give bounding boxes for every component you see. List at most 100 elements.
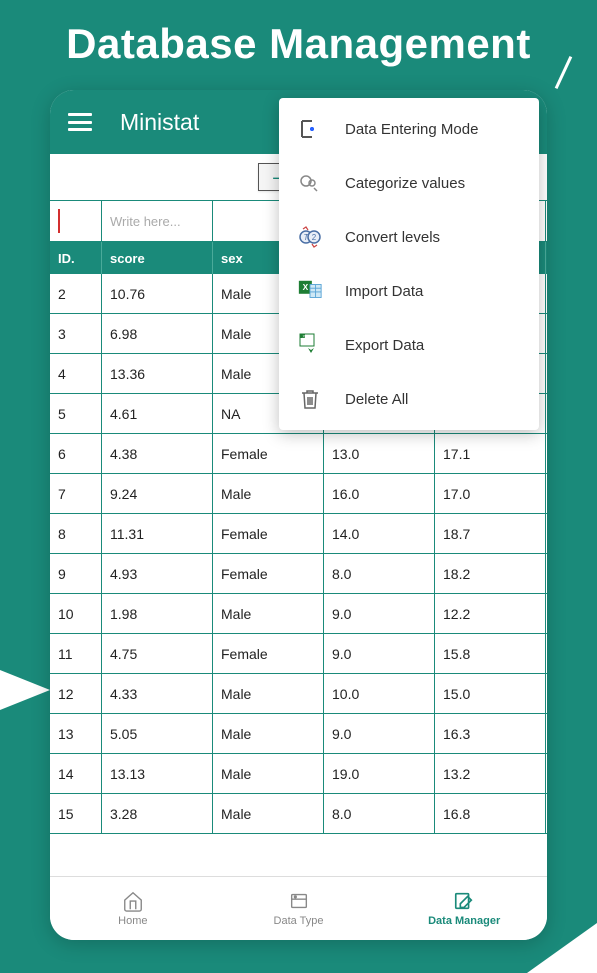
cell-c4: 18.7	[435, 514, 546, 553]
data-type-icon	[288, 890, 310, 912]
cell-c3: 9.0	[324, 714, 435, 753]
cell-sex: Male	[213, 714, 324, 753]
menu-export[interactable]: XL Export Data	[279, 318, 539, 372]
table-row[interactable]: 64.38Female13.017.1	[50, 434, 547, 474]
menu-categorize[interactable]: Categorize values	[279, 156, 539, 210]
cell-c4: 13.2	[435, 754, 546, 793]
cell-sex: Male	[213, 474, 324, 513]
categorize-icon	[297, 170, 323, 196]
header-id: ID.	[50, 242, 102, 274]
cell-sex: Female	[213, 634, 324, 673]
cell-sex: Female	[213, 554, 324, 593]
cell-score: 13.36	[102, 354, 213, 393]
menu-import[interactable]: X Import Data	[279, 264, 539, 318]
cell-id: 8	[50, 514, 102, 553]
table-row[interactable]: 811.31Female14.018.7	[50, 514, 547, 554]
table-row[interactable]: 1413.13Male19.013.2	[50, 754, 547, 794]
table-row[interactable]: 94.93Female8.018.2	[50, 554, 547, 594]
cell-score: 1.98	[102, 594, 213, 633]
cell-c3: 9.0	[324, 594, 435, 633]
cell-id: 12	[50, 674, 102, 713]
app-title: Ministat	[120, 109, 199, 136]
table-row[interactable]: 124.33Male10.015.0	[50, 674, 547, 714]
table-row[interactable]: 101.98Male9.012.2	[50, 594, 547, 634]
cell-c3: 13.0	[324, 434, 435, 473]
data-manager-icon	[453, 890, 475, 912]
cell-score: 4.61	[102, 394, 213, 433]
cell-score: 3.28	[102, 794, 213, 833]
cell-c4: 15.8	[435, 634, 546, 673]
cell-c4: 16.3	[435, 714, 546, 753]
cell-score: 13.13	[102, 754, 213, 793]
text-cursor	[58, 209, 60, 233]
bottom-nav: Home Data Type Data Manager	[50, 876, 547, 940]
cell-sex: Male	[213, 674, 324, 713]
cell-sex: Male	[213, 794, 324, 833]
trash-icon	[297, 386, 323, 412]
export-icon: XL	[297, 332, 323, 358]
cell-c4: 18.2	[435, 554, 546, 593]
cell-id: 13	[50, 714, 102, 753]
cell-id: 14	[50, 754, 102, 793]
svg-text:XL: XL	[303, 334, 309, 339]
home-icon	[122, 890, 144, 912]
cell-id: 4	[50, 354, 102, 393]
cell-c3: 9.0	[324, 634, 435, 673]
table-row[interactable]: 79.24Male16.017.0	[50, 474, 547, 514]
cell-c3: 10.0	[324, 674, 435, 713]
cell-sex: Female	[213, 514, 324, 553]
cell-c3: 8.0	[324, 554, 435, 593]
table-row[interactable]: 135.05Male9.016.3	[50, 714, 547, 754]
cell-score: 11.31	[102, 514, 213, 553]
cell-score: 4.38	[102, 434, 213, 473]
cell-score: 4.33	[102, 674, 213, 713]
cell-score: 4.75	[102, 634, 213, 673]
nav-data-type[interactable]: Data Type	[216, 877, 382, 940]
table-row[interactable]: 153.28Male8.016.8	[50, 794, 547, 834]
nav-data-manager[interactable]: Data Manager	[381, 877, 547, 940]
cell-score: 4.93	[102, 554, 213, 593]
convert-icon: T 2	[297, 224, 323, 250]
cell-c4: 15.0	[435, 674, 546, 713]
cell-c3: 16.0	[324, 474, 435, 513]
cell-score: 9.24	[102, 474, 213, 513]
svg-text:X: X	[303, 282, 309, 292]
nav-home[interactable]: Home	[50, 877, 216, 940]
cell-sex: Female	[213, 434, 324, 473]
cell-c4: 17.0	[435, 474, 546, 513]
input-score[interactable]: Write here...	[102, 201, 213, 241]
promo-title: Database Management	[0, 0, 597, 83]
input-id[interactable]	[50, 201, 102, 241]
dropdown-menu: Data Entering Mode Categorize values T 2	[279, 98, 539, 430]
cell-c4: 16.8	[435, 794, 546, 833]
cell-sex: Male	[213, 754, 324, 793]
data-entering-icon	[297, 116, 323, 142]
cell-id: 9	[50, 554, 102, 593]
cell-c4: 17.1	[435, 434, 546, 473]
menu-convert[interactable]: T 2 Convert levels	[279, 210, 539, 264]
cell-score: 10.76	[102, 274, 213, 313]
cell-c3: 8.0	[324, 794, 435, 833]
cell-id: 3	[50, 314, 102, 353]
cell-id: 7	[50, 474, 102, 513]
cell-score: 6.98	[102, 314, 213, 353]
menu-delete-all[interactable]: Delete All	[279, 372, 539, 426]
table-row[interactable]: 114.75Female9.015.8	[50, 634, 547, 674]
cell-id: 10	[50, 594, 102, 633]
cell-c4: 12.2	[435, 594, 546, 633]
cell-score: 5.05	[102, 714, 213, 753]
cell-id: 5	[50, 394, 102, 433]
phone-frame: Ministat Dele Write here... ID. score se…	[50, 90, 547, 940]
cell-id: 11	[50, 634, 102, 673]
cell-sex: Male	[213, 594, 324, 633]
hamburger-icon[interactable]	[68, 113, 92, 131]
svg-text:2: 2	[312, 233, 317, 242]
menu-data-entering[interactable]: Data Entering Mode	[279, 102, 539, 156]
arrow-decoration-left	[0, 670, 50, 710]
cell-id: 6	[50, 434, 102, 473]
cell-id: 15	[50, 794, 102, 833]
header-score: score	[102, 242, 213, 274]
cell-id: 2	[50, 274, 102, 313]
import-icon: X	[297, 278, 323, 304]
cell-c3: 14.0	[324, 514, 435, 553]
